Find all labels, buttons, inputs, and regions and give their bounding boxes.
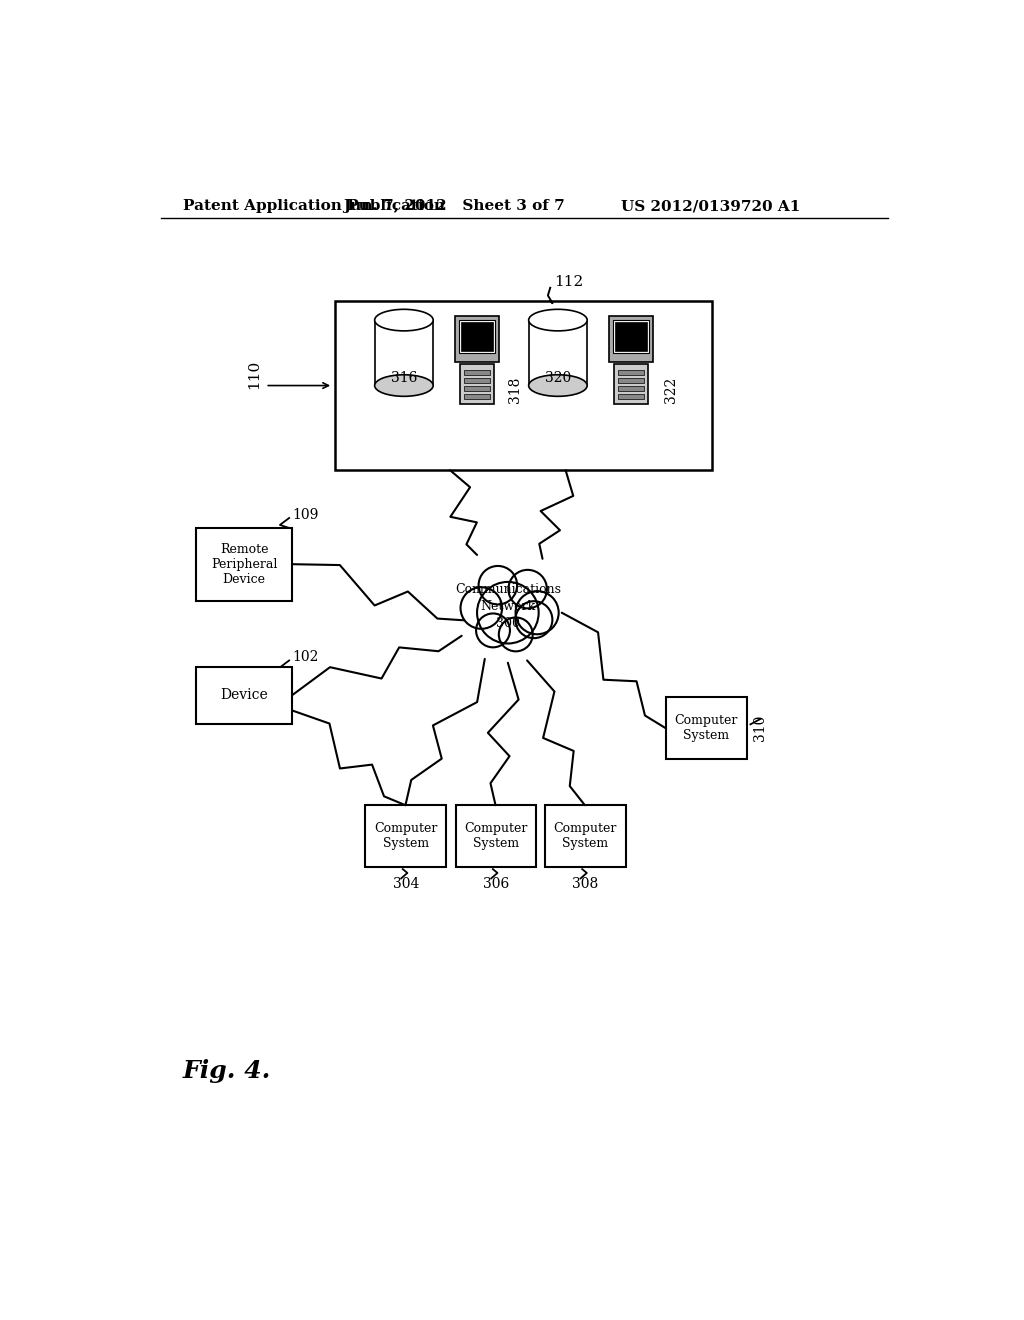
Bar [666,697,746,759]
Circle shape [476,614,510,647]
Circle shape [498,581,538,620]
Text: 112: 112 [554,275,584,289]
Text: Fig. 4.: Fig. 4. [183,1059,271,1082]
Text: 102: 102 [292,651,318,664]
Text: 306: 306 [482,876,509,891]
Bar [460,364,494,404]
Text: Communications
Network
300: Communications Network 300 [455,583,561,630]
Text: Computer
System: Computer System [554,822,616,850]
Bar [618,385,644,391]
Circle shape [478,566,517,605]
Bar [196,528,292,601]
Bar [196,667,292,725]
Bar [366,805,446,867]
Bar [618,370,644,375]
Circle shape [503,598,539,635]
Bar [615,322,647,351]
Circle shape [515,601,552,638]
Circle shape [477,582,539,644]
Text: Computer
System: Computer System [374,822,437,850]
Ellipse shape [375,375,433,396]
Text: US 2012/0139720 A1: US 2012/0139720 A1 [622,199,801,213]
Text: 316: 316 [391,371,417,385]
Text: 308: 308 [572,876,598,891]
Bar [464,378,489,383]
Text: Computer
System: Computer System [464,822,527,850]
Bar [618,393,644,399]
Circle shape [461,587,502,628]
Bar [455,317,500,362]
Circle shape [499,618,532,651]
Text: 304: 304 [392,876,419,891]
Bar [464,370,489,375]
Text: Jun. 7, 2012   Sheet 3 of 7: Jun. 7, 2012 Sheet 3 of 7 [343,199,565,213]
Bar [464,393,489,399]
Circle shape [496,607,527,640]
Bar [461,322,493,351]
Circle shape [477,582,539,644]
Text: 318: 318 [508,376,522,403]
Circle shape [515,591,559,635]
Bar [613,319,649,352]
Bar [375,321,433,385]
Text: 310: 310 [753,715,767,742]
Text: 320: 320 [545,371,571,385]
Circle shape [484,606,516,638]
Text: Computer
System: Computer System [675,714,738,742]
Bar [618,378,644,383]
Text: Device: Device [220,689,268,702]
Text: Remote
Peripheral
Device: Remote Peripheral Device [211,543,278,586]
Circle shape [502,593,543,634]
Ellipse shape [375,309,433,331]
Text: 322: 322 [665,376,678,403]
Text: 109: 109 [292,508,318,521]
Circle shape [508,570,547,609]
Circle shape [483,579,522,618]
Text: Patent Application Publication: Patent Application Publication [183,199,444,213]
Bar [456,805,537,867]
Bar [335,301,712,470]
Bar [609,317,653,362]
Bar [614,364,648,404]
Bar [545,805,626,867]
Ellipse shape [528,309,587,331]
Circle shape [475,591,514,630]
Bar [464,385,489,391]
Ellipse shape [528,375,587,396]
Bar [528,321,587,385]
Text: 110: 110 [248,359,261,388]
Bar [460,319,495,352]
